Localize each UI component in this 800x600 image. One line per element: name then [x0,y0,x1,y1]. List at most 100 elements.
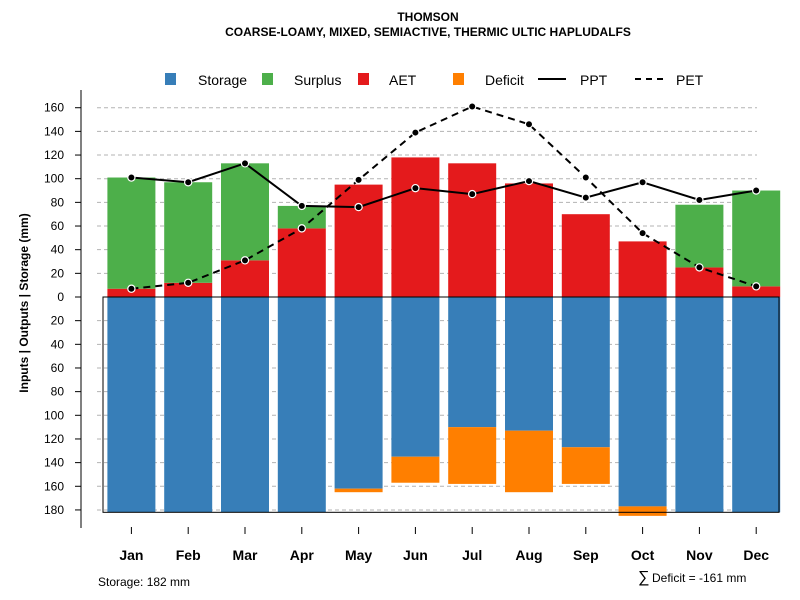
month-label-aug: Aug [515,547,542,563]
y-tick-label: 180 [44,503,64,517]
aet-bar-apr [277,228,326,297]
y-tick-label: 40 [51,243,65,257]
deficit-bar-jun [391,456,440,483]
y-tick-label: 120 [44,432,64,446]
storage-bar-jul [448,297,497,428]
y-tick-label: 40 [51,337,65,351]
surplus-bar-dec [732,190,781,287]
deficit-bar-sep [561,447,610,484]
pet-point-jan [127,284,136,293]
storage-bar-apr [277,297,326,513]
month-label-nov: Nov [686,547,713,563]
ppt-point-apr [297,201,306,211]
storage-bar-aug [505,297,553,431]
aet-bar-aug [505,183,553,297]
y-tick-label: 120 [44,148,64,162]
month-label-jul: Jul [462,547,482,563]
surplus-bar-mar [221,163,269,261]
aet-bar-feb [164,282,213,297]
deficit-bar-jul [448,427,497,484]
chart-title: THOMSON [397,10,458,24]
pet-point-oct [638,228,647,238]
storage-bar-feb [164,297,213,513]
ppt-point-jan [127,173,136,182]
aet-bar-mar [221,260,269,297]
y-tick-label: 20 [51,266,65,280]
legend-surplus-swatch [262,73,273,85]
pet-point-may [354,175,363,185]
y-tick-label: 20 [51,314,65,328]
storage-bar-jan [107,297,156,513]
ppt-point-dec [752,186,761,195]
storage-bar-nov [675,297,724,513]
deficit-sum-symbol: ∑ [638,569,649,586]
month-label-mar: Mar [233,547,258,563]
deficit-bar-aug [505,430,553,493]
month-label-may: May [345,547,372,563]
surplus-bar-nov [675,204,724,268]
pet-point-aug [524,120,534,129]
aet-bar-jul [448,163,497,297]
month-label-dec: Dec [743,547,769,563]
ppt-point-feb [183,178,193,187]
ppt-point-may [354,202,363,212]
legend-storage-swatch [165,73,176,85]
ppt-line [131,162,757,209]
legend: Storage Surplus AET Deficit PPT PET [165,72,704,88]
month-label-feb: Feb [176,547,201,563]
aet-bar-jun [391,157,440,297]
y-tick-label: 80 [51,195,65,209]
deficit-bar-oct [618,506,667,516]
surplus-bar-apr [277,205,326,229]
legend-deficit-swatch [453,73,464,85]
pet-point-jun [411,128,420,137]
pet-point-dec [752,282,761,291]
y-tick-label: 80 [51,385,65,399]
ppt-point-aug [524,176,534,186]
chart-subtitle: COARSE-LOAMY, MIXED, SEMIACTIVE, THERMIC… [225,25,631,39]
ppt-point-nov [695,195,704,205]
ppt-point-mar [240,159,250,168]
legend-ppt-label: PPT [580,72,608,88]
month-label-sep: Sep [573,547,599,563]
y-tick-label: 100 [44,172,64,186]
aet-bar-dec [732,286,781,297]
y-tick-label: 140 [44,124,64,138]
month-label-jan: Jan [119,547,143,563]
legend-storage-label: Storage [198,72,247,88]
legend-aet-swatch [358,73,369,85]
storage-bar-dec [732,297,781,513]
bars [107,157,781,516]
month-label-oct: Oct [631,547,655,563]
pet-point-apr [297,224,306,233]
pet-point-sep [581,173,591,182]
storage-bar-jun [391,297,440,457]
storage-bar-may [334,297,383,489]
y-tick-label: 60 [51,219,65,233]
legend-pet-label: PET [676,72,704,88]
legend-aet-label: AET [389,72,417,88]
ppt-point-sep [581,193,591,202]
month-label-apr: Apr [290,547,315,563]
pet-point-jul [468,102,477,111]
ppt-point-jun [411,183,420,193]
storage-capacity-text: Storage: 182 mm [98,575,190,589]
lines [127,102,761,293]
y-tick-label: 100 [44,408,64,422]
surplus-bar-feb [164,182,213,283]
aet-bar-sep [561,214,610,297]
surplus-bar-jan [107,177,156,289]
axes: 0 20 40 60 80 100 120 140 160 20 40 60 80 100 120 140 16… [44,90,780,563]
deficit-bar-may [334,488,383,493]
aet-bar-oct [618,241,667,297]
y-tick-label: 60 [51,361,65,375]
pet-point-feb [183,278,193,288]
y-tick-label: 140 [44,456,64,470]
storage-bar-sep [561,297,610,448]
ppt-point-oct [638,178,647,187]
legend-deficit-label: Deficit [485,72,524,88]
y-axis-label: Inputs | Outputs | Storage (mm) [17,213,31,392]
y-tick-label: 160 [44,479,64,493]
pet-line [131,105,757,290]
